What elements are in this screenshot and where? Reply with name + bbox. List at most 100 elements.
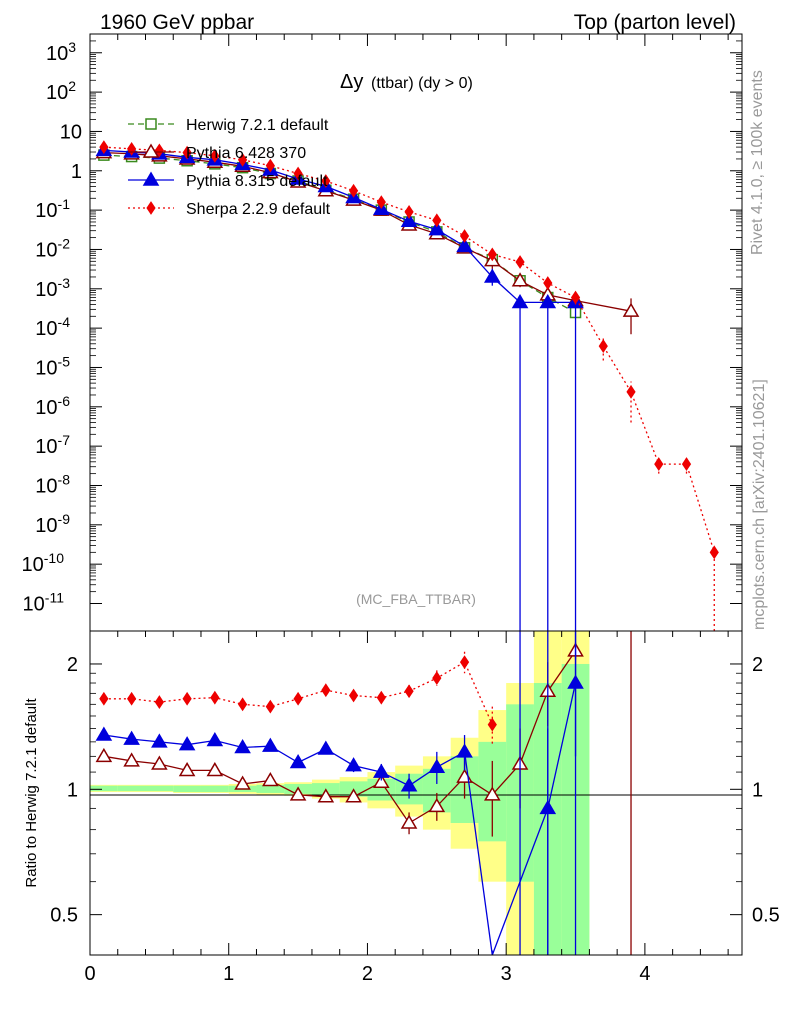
ratio-point-pythia8 (456, 743, 473, 758)
x-ticks: 0 1 2 3 4 (84, 631, 729, 985)
ratio-point-sherpa (404, 684, 414, 699)
ratio-y-tick-label: 0.5 (50, 905, 78, 927)
data-point-sherpa (182, 145, 192, 160)
ratio-point-pythia8 (400, 777, 418, 792)
series-line-pythia8 (103, 149, 576, 304)
ratio-point-pythia6 (151, 755, 168, 770)
ratio-frame (89, 630, 743, 956)
ratio-y-tick-label: 1 (67, 779, 78, 801)
ratio-point-pythia6 (206, 761, 224, 777)
ratio-point-pythia8 (345, 757, 362, 772)
y-tick-label: 102 (46, 78, 76, 104)
main-panel: 103 102 10 110-1 10-2 10-3 10-4 10-5 10-6 10-7 10-… (22, 33, 743, 632)
ratio-point-pythia8 (123, 730, 140, 745)
ratio-point-pythia8 (234, 739, 251, 754)
ratio-point-pythia8 (151, 733, 168, 748)
band-inner-bin (117, 785, 146, 792)
legend-marker-herwig (145, 118, 157, 130)
ratio-y-tick-label-right: 1 (752, 779, 763, 801)
data-point-sherpa (376, 195, 386, 209)
ratio-point-pythia8 (317, 740, 335, 755)
ratio-point-pythia6 (289, 786, 307, 801)
series-pythia6 (95, 144, 640, 335)
data-point-pythia8 (483, 268, 501, 283)
band-inner-bin (200, 785, 229, 793)
ratio-y-tick-label-right: 2 (752, 654, 763, 676)
ratio-point-sherpa (293, 691, 303, 706)
x-tick-label: 2 (362, 963, 373, 985)
ratio-point-pythia8 (178, 736, 196, 751)
data-point-pythia8 (428, 221, 446, 236)
data-point-sherpa (598, 339, 608, 353)
data-point-pythia6 (511, 272, 529, 287)
y-tick-label: 10-10 (22, 550, 65, 576)
ratio-line-pythia6 (103, 650, 577, 824)
data-point-sherpa (487, 247, 497, 262)
ratio-point-pythia6 (373, 773, 390, 788)
data-point-pythia8 (400, 212, 418, 228)
ratio-point-sherpa (432, 671, 442, 685)
main-y-ticks: 103 102 10 110-1 10-2 10-3 10-4 10-5 10-6 10-7 10-… (22, 33, 742, 616)
ratio-point-sherpa (348, 688, 359, 703)
band-inner-bin (90, 785, 118, 792)
y-tick-label: 10-11 (23, 590, 65, 616)
legend-label-pythia8: Pythia 8.315 default (186, 173, 328, 190)
x-tick-label: 1 (223, 963, 234, 985)
data-point-sherpa (154, 143, 164, 158)
data-point-sherpa (237, 152, 248, 167)
ratio-point-sherpa (127, 691, 137, 706)
data-point-sherpa (293, 166, 303, 181)
data-point-sherpa (709, 545, 719, 560)
data-point-sherpa (543, 276, 553, 290)
ratio-point-pythia6 (345, 788, 362, 803)
data-point-sherpa (515, 255, 525, 269)
ratio-point-sherpa (154, 695, 164, 709)
ratio-y-ticks: 0.5 0.5 1 1 2 2 (50, 654, 780, 927)
data-point-sherpa (348, 183, 359, 198)
ratio-point-pythia6 (123, 752, 140, 767)
ratio-point-pythia6 (400, 814, 418, 829)
ratio-point-sherpa (265, 699, 275, 714)
ratio-uncertainty-bands (90, 631, 590, 955)
chart-title: Δy (340, 71, 363, 93)
ratio-point-pythia8 (428, 758, 446, 773)
ratio-point-pythia8 (206, 731, 224, 747)
ratio-point-pythia6 (428, 797, 446, 813)
data-point-pythia8 (539, 293, 557, 309)
legend-label-herwig: Herwig 7.2.1 default (186, 117, 329, 134)
x-tick-label: 4 (639, 963, 650, 985)
data-point-pythia6 (622, 302, 640, 317)
header-right: Top (parton level) (574, 11, 736, 34)
band-inner-bin (145, 785, 174, 792)
y-tick-label: 10-4 (35, 314, 70, 340)
y-tick-label: 10-8 (35, 471, 70, 497)
ratio-point-pythia6 (95, 747, 113, 763)
data-point-sherpa (210, 148, 220, 163)
ratio-ylabel: Ratio to Herwig 7.2.1 default (23, 698, 40, 888)
legend: Herwig 7.2.1 default Pythia 6.428 370 Pyth… (128, 117, 331, 218)
data-point-sherpa (570, 290, 581, 305)
ratio-point-pythia8 (373, 763, 390, 778)
ratio-point-sherpa (321, 683, 331, 698)
ratio-point-pythia8 (262, 737, 279, 752)
ratio-point-pythia8 (289, 753, 307, 769)
ratio-series-marks (95, 631, 632, 956)
legend-marker-pythia8 (142, 171, 160, 186)
y-tick-label: 10-9 (35, 511, 70, 537)
series-line-pythia6 (103, 151, 632, 312)
band-inner-bin (256, 784, 285, 793)
ratio-point-pythia6 (262, 771, 279, 787)
series-pythia8 (95, 141, 584, 631)
data-point-sherpa (654, 457, 664, 471)
ratio-point-sherpa (376, 690, 386, 705)
ratio-series-sherpa (99, 651, 497, 745)
y-tick-label: 1 (71, 161, 82, 183)
y-tick-label: 10-7 (35, 432, 70, 458)
ratio-point-sherpa (487, 717, 497, 732)
data-point-sherpa (432, 213, 442, 228)
ratio-point-pythia6 (234, 775, 251, 790)
ratio-panel: 0.5 0.5 1 1 2 2 0 1 2 3 4 Ratio to Herwig 7.2.1 d… (23, 630, 780, 985)
ratio-point-pythia6 (178, 761, 196, 777)
ratio-point-sherpa (99, 691, 109, 706)
